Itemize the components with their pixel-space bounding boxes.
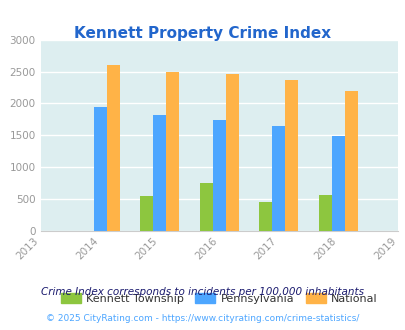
Bar bbox=[344, 91, 357, 231]
Bar bbox=[318, 195, 331, 231]
Legend: Kennett Township, Pennsylvania, National: Kennett Township, Pennsylvania, National bbox=[57, 290, 380, 308]
Bar bbox=[153, 115, 166, 231]
Bar bbox=[166, 72, 179, 231]
Text: Kennett Property Crime Index: Kennett Property Crime Index bbox=[74, 26, 331, 41]
Bar bbox=[94, 107, 107, 231]
Text: Crime Index corresponds to incidents per 100,000 inhabitants: Crime Index corresponds to incidents per… bbox=[41, 287, 364, 297]
Text: © 2025 CityRating.com - https://www.cityrating.com/crime-statistics/: © 2025 CityRating.com - https://www.city… bbox=[46, 314, 359, 323]
Bar bbox=[199, 182, 212, 231]
Bar bbox=[140, 196, 153, 231]
Bar bbox=[331, 136, 344, 231]
Bar bbox=[225, 74, 238, 231]
Bar bbox=[107, 65, 119, 231]
Bar bbox=[258, 202, 272, 231]
Bar bbox=[212, 120, 225, 231]
Bar bbox=[285, 81, 298, 231]
Bar bbox=[272, 126, 285, 231]
